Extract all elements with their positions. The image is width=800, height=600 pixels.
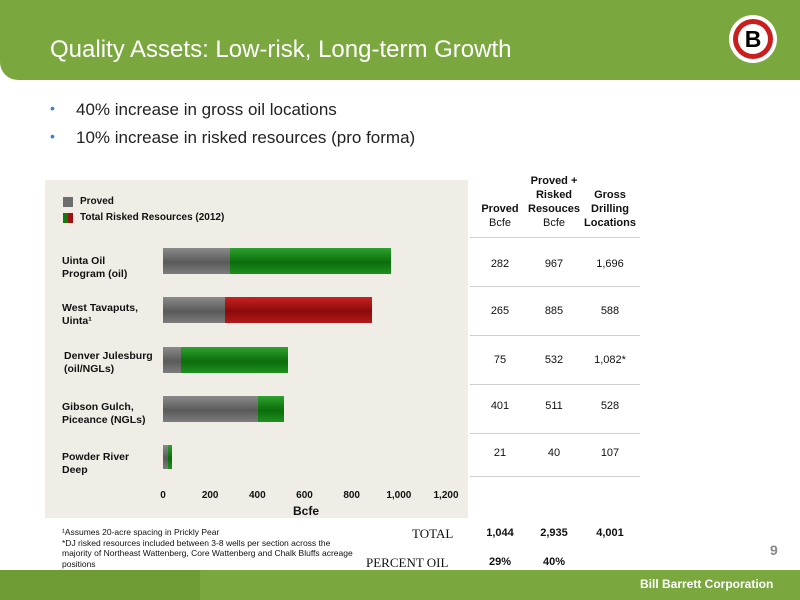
table-cell: 967 [544, 258, 564, 270]
column-header-line: Risked [535, 189, 573, 201]
category-label-line: West Tavaputs, [62, 302, 139, 314]
table-cell: 528 [600, 400, 620, 412]
percent-oil-label: PERCENT OIL [366, 555, 449, 570]
category-label-line: Uinta Oil [62, 255, 106, 267]
column-header: Gross Drilling Locations [582, 188, 638, 230]
category-label-line: Powder River [62, 451, 130, 463]
table-cell: 40 [547, 447, 561, 459]
category-label-line: Deep [62, 464, 88, 476]
table-cell: 107 [600, 447, 620, 459]
total-label: TOTAL [412, 526, 454, 541]
x-tick-label: 0 [160, 490, 166, 501]
bullet-item: 10% increase in risked resources (pro fo… [50, 128, 415, 156]
category-label-line: (oil/NGLs) [64, 363, 115, 375]
table-row-divider [470, 237, 640, 238]
table-row-divider [470, 335, 640, 336]
footnotes: ¹Assumes 20-acre spacing in Prickly Pear… [62, 527, 362, 569]
total-cell: 1,044 [486, 527, 514, 539]
bullet-item: 40% increase in gross oil locations [50, 100, 415, 128]
column-header-line: Proved + [530, 175, 578, 187]
table-row-divider [470, 476, 640, 477]
legend-swatch-total [63, 213, 73, 223]
column-header: Proved + Risked Resouces Bcfe [526, 174, 582, 230]
bar-total-risked [163, 347, 289, 373]
category-label-line: Gibson Gulch, [62, 401, 134, 413]
company-logo: B [729, 15, 777, 63]
table-cell: 1,696 [596, 258, 624, 270]
category-label: Powder River Deep [62, 451, 129, 477]
category-label-line: Piceance (NGLs) [62, 414, 146, 426]
table-row-divider [470, 384, 640, 385]
column-header-unit: Bcfe [488, 217, 511, 229]
svg-text:B: B [745, 26, 762, 52]
page-title: Quality Assets: Low-risk, Long-term Grow… [50, 36, 512, 63]
bar-proved [163, 347, 181, 373]
percent-oil-cell: 40% [542, 556, 566, 568]
category-label: West Tavaputs, Uinta¹ [62, 302, 138, 328]
bar-proved [163, 297, 226, 323]
category-label: Uinta Oil Program (oil) [62, 255, 127, 281]
column-header-line: Resouces [528, 203, 580, 215]
column-header-line: Proved [481, 203, 519, 215]
table-cell: 588 [600, 305, 620, 317]
bar-proved [163, 248, 230, 274]
category-label-line: Uinta¹ [62, 315, 92, 327]
footnote-1: ¹Assumes 20-acre spacing in Prickly Pear [62, 527, 220, 537]
bullet-list: 40% increase in gross oil locations 10% … [50, 100, 415, 156]
table-row-divider [470, 286, 640, 287]
x-tick-label: 1,000 [386, 490, 412, 501]
category-label-line: Denver Julesburg [64, 350, 153, 362]
column-header-unit: Bcfe [542, 217, 565, 229]
x-tick-label: 800 [343, 490, 360, 501]
column-header-line: Gross [594, 189, 626, 201]
legend-label-proved: Proved [80, 196, 114, 207]
page-number: 9 [770, 542, 778, 558]
x-axis-title: Bcfe [293, 504, 320, 518]
header-bar: Quality Assets: Low-risk, Long-term Grow… [0, 0, 800, 80]
category-label: Gibson Gulch, Piceance (NGLs) [62, 401, 145, 427]
x-tick-label: 1,200 [433, 490, 459, 501]
bar-proved [163, 445, 168, 469]
table-cell: 511 [545, 400, 563, 412]
footer-accent [0, 570, 200, 600]
total-cell: 4,001 [596, 527, 624, 539]
x-tick-label: 600 [296, 490, 313, 501]
table-cell: 532 [544, 354, 564, 366]
table-row-divider [470, 433, 640, 434]
table-cell: 401 [490, 400, 510, 412]
x-tick-label: 400 [248, 490, 266, 501]
column-header-line: Locations [584, 217, 636, 229]
x-tick-label: 200 [201, 490, 219, 501]
footnote-2: *DJ risked resources included between 3-… [62, 537, 353, 569]
table-cell: 282 [490, 258, 510, 270]
company-name: Bill Barrett Corporation [640, 577, 774, 591]
category-label: Denver Julesburg (oil/NGLs) [64, 350, 153, 376]
table-cell: 265 [490, 305, 510, 317]
table-cell: 885 [544, 305, 564, 317]
legend-label-total: Total Risked Resources (2012) [80, 212, 225, 223]
column-header-line: Drilling [591, 203, 629, 215]
legend-swatch-proved [63, 197, 73, 207]
column-header: Proved Bcfe [472, 202, 528, 230]
bar-proved [163, 396, 258, 422]
table-cell: 21 [493, 447, 507, 459]
total-cell: 2,935 [540, 527, 568, 539]
table-cell: 75 [493, 354, 507, 366]
table-cell: 1,082* [594, 354, 626, 366]
percent-oil-cell: 29% [488, 556, 512, 568]
category-label-line: Program (oil) [62, 268, 128, 280]
